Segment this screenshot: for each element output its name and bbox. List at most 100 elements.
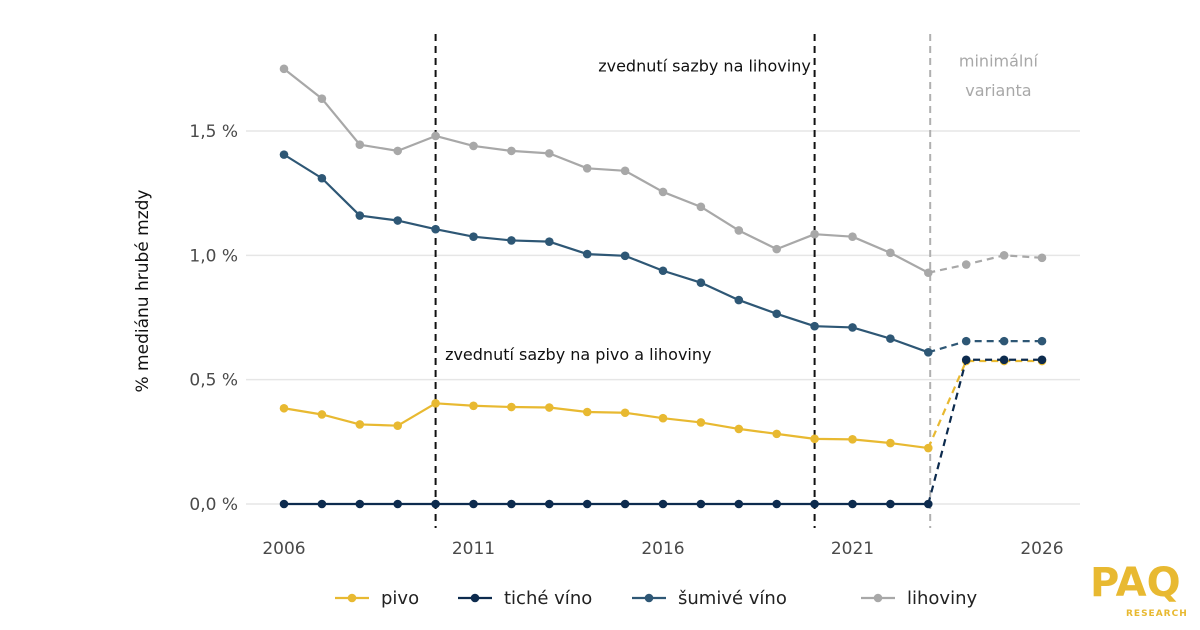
data-point-tiche-vino [431, 499, 440, 509]
data-point-pivo [696, 418, 706, 427]
legend-label-pivo: pivo [381, 588, 419, 609]
y-tick-label: 1,0 % [189, 246, 238, 266]
data-point-tiche-vino [582, 499, 592, 509]
data-point-lihoviny [355, 140, 365, 149]
x-tick-label: 2026 [1020, 539, 1063, 559]
chart-annotation: zvednutí sazby na lihoviny [598, 56, 811, 75]
series-projection-sumive-vino [927, 340, 1042, 354]
data-point-pivo [886, 438, 895, 448]
data-point-tiche-vino [924, 499, 933, 509]
data-point-pivo [355, 420, 365, 429]
data-point-pivo [317, 410, 327, 419]
data-point-tiche-vino [734, 499, 744, 509]
data-point-lihoviny [507, 146, 516, 156]
data-point-tiche-vino [848, 499, 857, 509]
data-point-tiche-vino [696, 499, 706, 509]
data-point-sumive-vino [431, 224, 440, 234]
chart-annotation: minimální [959, 51, 1039, 70]
legend-marker-tiche-vino [470, 593, 480, 603]
data-point-lihoviny [279, 64, 289, 74]
data-point-tiche-vino [507, 499, 516, 509]
data-point-lihoviny [734, 226, 744, 235]
data-point-lihoviny [431, 131, 440, 141]
data-point-pivo [507, 402, 516, 412]
data-point-sumive-vino [734, 295, 744, 305]
data-point-pivo [848, 435, 857, 444]
data-point-pivo [620, 408, 630, 418]
data-point-pivo [924, 443, 933, 453]
data-point-sumive-vino [279, 150, 289, 159]
data-point-pivo [469, 401, 478, 411]
data-point-sumive-vino [1037, 336, 1047, 346]
data-point-lihoviny [469, 141, 478, 151]
paq-research-logo: PAQ RESEARCH [1088, 558, 1188, 620]
data-point-sumive-vino [469, 232, 478, 241]
data-point-tiche-vino [355, 499, 365, 509]
data-point-sumive-vino [393, 216, 403, 225]
data-point-tiche-vino [279, 499, 289, 509]
data-point-sumive-vino [961, 336, 971, 346]
series-projection-lihoviny [928, 254, 1043, 274]
data-point-tiche-vino [317, 499, 327, 509]
data-point-tiche-vino [658, 499, 668, 509]
y-tick-label: 0,5 % [189, 371, 238, 391]
data-point-pivo [772, 429, 781, 439]
series-line-pivo [283, 402, 929, 450]
data-point-tiche-vino [961, 355, 971, 365]
legend-marker-lihoviny [873, 593, 883, 603]
series-line-lihoviny [283, 67, 929, 274]
data-point-tiche-vino [545, 499, 554, 509]
data-point-lihoviny [582, 164, 592, 173]
data-point-lihoviny [393, 146, 403, 156]
data-point-sumive-vino [848, 323, 857, 332]
x-tick-label: 2021 [831, 539, 874, 559]
y-axis-title: % mediánu hrubé mzdy [133, 190, 153, 393]
x-tick-label: 2006 [262, 539, 305, 559]
data-point-sumive-vino [886, 334, 895, 343]
data-point-lihoviny [696, 202, 706, 212]
logo-letters: PAQ [1090, 560, 1181, 606]
data-point-sumive-vino [582, 249, 592, 259]
data-point-tiche-vino [620, 499, 630, 509]
legend-marker-sumive-vino [644, 593, 654, 603]
data-point-tiche-vino [393, 499, 403, 509]
legend-label-lihoviny: lihoviny [907, 588, 977, 609]
data-point-pivo [810, 434, 819, 444]
data-point-sumive-vino [810, 321, 819, 331]
data-point-sumive-vino [658, 266, 668, 276]
data-point-lihoviny [810, 229, 819, 239]
data-point-pivo [545, 403, 554, 412]
data-point-sumive-vino [999, 336, 1009, 346]
series-line-sumive-vino [283, 153, 929, 354]
data-point-lihoviny [999, 251, 1009, 260]
chart-annotation: zvednutí sazby na pivo a lihoviny [445, 345, 711, 364]
data-point-sumive-vino [620, 251, 630, 261]
x-tick-label: 2016 [641, 539, 684, 559]
data-point-tiche-vino [810, 499, 819, 509]
data-point-sumive-vino [545, 237, 554, 246]
data-point-lihoviny [848, 232, 857, 241]
logo-subtitle: RESEARCH [1126, 609, 1188, 619]
data-point-lihoviny [772, 244, 781, 254]
x-tick-label: 2011 [452, 539, 495, 559]
data-point-lihoviny [886, 248, 895, 258]
series-projection-pivo [927, 359, 1042, 449]
data-point-lihoviny [961, 260, 971, 269]
data-point-tiche-vino [469, 499, 478, 509]
data-point-lihoviny [545, 149, 554, 158]
data-point-pivo [393, 421, 403, 430]
data-point-lihoviny [658, 187, 668, 197]
data-point-pivo [431, 398, 440, 408]
data-point-sumive-vino [507, 236, 516, 245]
data-point-pivo [658, 413, 668, 423]
data-point-sumive-vino [772, 309, 781, 319]
y-tick-label: 1,5 % [189, 122, 238, 142]
data-point-lihoviny [1037, 253, 1047, 263]
data-point-sumive-vino [355, 211, 365, 220]
data-point-sumive-vino [924, 348, 933, 357]
data-point-lihoviny [924, 268, 933, 278]
data-point-sumive-vino [317, 173, 327, 183]
data-point-sumive-vino [696, 278, 706, 287]
data-point-lihoviny [620, 166, 630, 176]
